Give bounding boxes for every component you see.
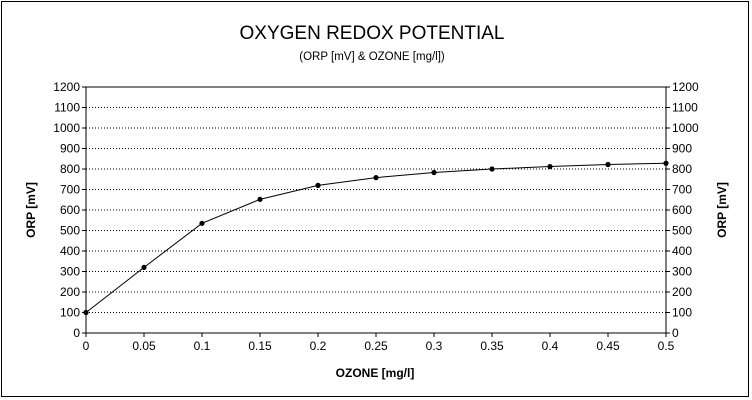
data-point [257, 196, 263, 202]
grid-lines [86, 107, 666, 313]
chart-title: OXYGEN REDOX POTENTIAL [240, 23, 505, 44]
y-tick-label-right: 500 [672, 224, 692, 238]
series-line [85, 162, 667, 313]
chart-subtitle: (ORP [mV] & OZONE [mg/l]) [299, 51, 445, 63]
y-tick-label-right: 0 [672, 326, 679, 340]
y-axis-label-right: ORP [mV] [715, 182, 729, 238]
series-orp [83, 160, 669, 316]
x-tick-label: 0 [83, 339, 90, 353]
data-point [373, 175, 379, 181]
y-tick-label-left: 700 [60, 183, 80, 197]
data-point [605, 161, 611, 168]
x-tick-label: 0.35 [480, 339, 504, 353]
x-tick-label: 0.05 [132, 339, 156, 353]
x-axis-label: OZONE [mg/l] [336, 366, 415, 380]
y-tick-label-left: 200 [60, 285, 80, 299]
x-tick-label: 0.4 [542, 339, 559, 353]
y-axis-label-left: ORP [mV] [24, 182, 38, 238]
y-tick-label-left: 300 [60, 265, 80, 279]
x-tick-label: 0.15 [248, 339, 272, 353]
data-point [141, 264, 147, 270]
y-tick-label-left: 400 [60, 244, 80, 258]
y-tick-label-left: 0 [73, 326, 80, 340]
y-tick-label-left: 1100 [54, 101, 80, 115]
x-tick-label: 0.1 [194, 339, 211, 353]
y-tick-label-left: 1200 [53, 80, 80, 94]
y-tick-label-right: 1200 [672, 80, 699, 94]
x-tick-label: 0.2 [310, 339, 327, 353]
x-tick-label: 0.45 [596, 339, 620, 353]
data-point [489, 166, 495, 172]
x-tick-label: 0.25 [364, 339, 388, 353]
y-tick-label-left: 500 [60, 224, 80, 238]
y-tick-label-right: 900 [672, 142, 692, 156]
y-tick-label-left: 100 [60, 306, 80, 320]
x-tick-label: 0.5 [658, 339, 675, 353]
y-tick-label-right: 600 [672, 203, 692, 217]
data-point [83, 309, 89, 316]
y-tick-label-left: 800 [60, 162, 80, 176]
data-point [547, 163, 553, 170]
y-tick-label-left: 1000 [53, 121, 80, 135]
x-tick-label: 0.3 [426, 339, 443, 353]
data-point [663, 160, 669, 166]
y-tick-label-right: 200 [672, 285, 692, 299]
y-tick-label-right: 300 [672, 265, 692, 279]
y-tick-label-left: 600 [60, 203, 80, 217]
y-tick-label-right: 700 [672, 183, 692, 197]
y-tick-label-right: 100 [672, 306, 692, 320]
data-point [199, 220, 205, 226]
data-point [431, 169, 437, 176]
y-tick-label-right: 1000 [672, 121, 699, 135]
y-tick-label-right: 400 [672, 244, 692, 258]
data-point [315, 182, 321, 188]
y-tick-label-right: 800 [672, 162, 692, 176]
y-tick-label-right: 1100 [672, 101, 698, 115]
y-tick-label-left: 900 [60, 142, 80, 156]
